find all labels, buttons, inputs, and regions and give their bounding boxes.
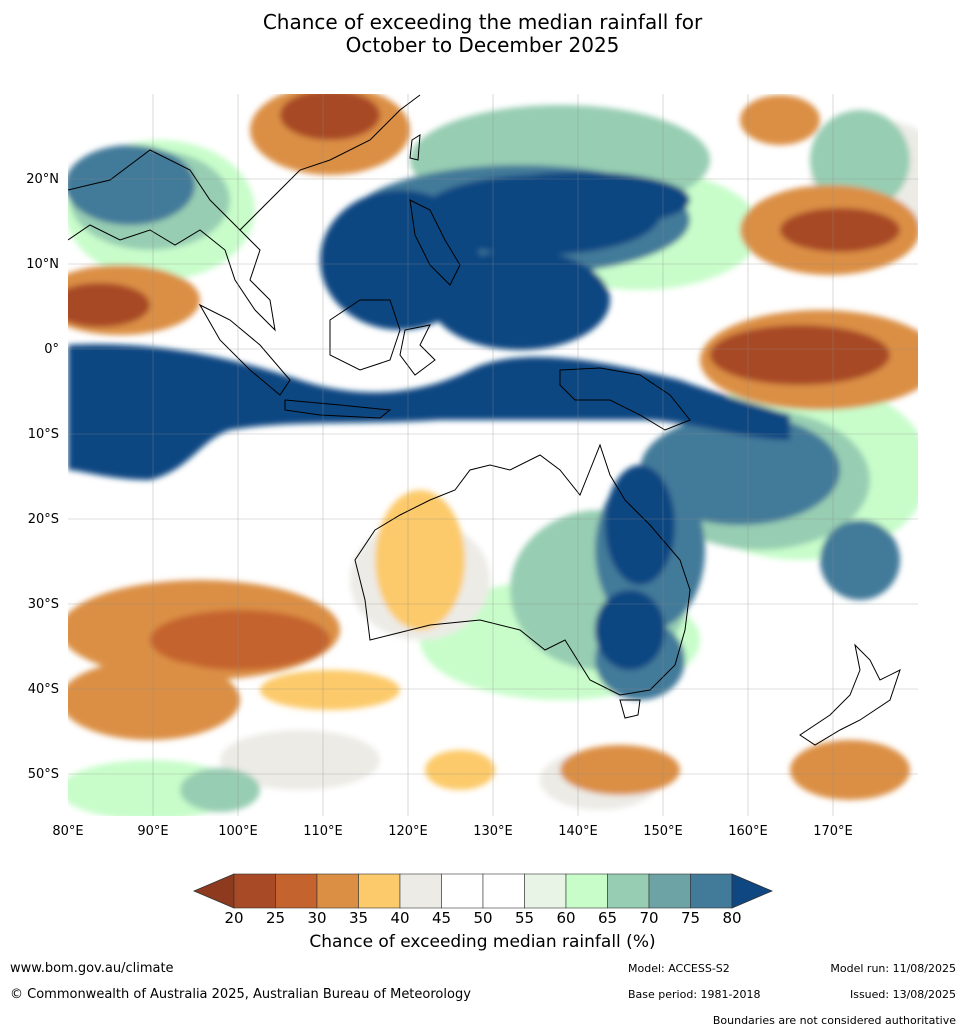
colorbar-tick: 45 xyxy=(432,909,451,927)
lat-label: 20°S xyxy=(28,512,59,527)
colorbar-under-arrow xyxy=(192,873,235,909)
colorbar-segment xyxy=(565,873,608,909)
lat-label: 20°N xyxy=(26,172,59,187)
latitude-labels: 20°N 10°N 0° 10°S 20°S 30°S 40°S 50°S xyxy=(26,172,59,782)
colorbar-tick: 75 xyxy=(681,909,700,927)
lat-label: 30°S xyxy=(28,597,59,612)
colorbar-segment xyxy=(441,873,484,909)
colorbar-segment xyxy=(607,873,650,909)
colorbar-segment xyxy=(690,873,733,909)
lat-label: 0° xyxy=(44,342,59,357)
colorbar-tick: 70 xyxy=(639,909,658,927)
website-link[interactable]: www.bom.gov.au/climate xyxy=(10,961,174,976)
copyright-notice: © Commonwealth of Australia 2025, Austra… xyxy=(10,987,471,1002)
map-title-line-1: Chance of exceeding the median rainfall … xyxy=(262,10,703,34)
lat-label: 10°S xyxy=(28,427,59,442)
colorbar-tick: 50 xyxy=(473,909,492,927)
boundary-disclaimer: Boundaries are not considered authoritat… xyxy=(712,1014,956,1027)
colorbar-segment xyxy=(275,873,318,909)
lon-label: 170°E xyxy=(813,824,853,839)
colorbar-tick: 30 xyxy=(307,909,326,927)
longitude-labels: 80°E 90°E 100°E 110°E 120°E 130°E 140°E … xyxy=(52,824,852,839)
lon-label: 90°E xyxy=(137,824,168,839)
colorbar-segment xyxy=(316,873,359,909)
colorbar-tick: 25 xyxy=(266,909,285,927)
base-period: Base period: 1981-2018 xyxy=(628,988,761,1001)
model-run-date: Model run: 11/08/2025 xyxy=(830,962,956,975)
lon-label: 160°E xyxy=(728,824,768,839)
lat-label: 10°N xyxy=(26,257,59,272)
colorbar-tick: 80 xyxy=(722,909,741,927)
lat-label: 40°S xyxy=(28,682,59,697)
colorbar-tick: 65 xyxy=(598,909,617,927)
colorbar-tick: 55 xyxy=(515,909,534,927)
colorbar-tick: 35 xyxy=(349,909,368,927)
colorbar-segment xyxy=(233,873,276,909)
model-name: Model: ACCESS-S2 xyxy=(628,962,730,975)
colorbar-label: Chance of exceeding median rainfall (%) xyxy=(309,932,656,952)
colorbar-tick: 20 xyxy=(224,909,243,927)
colorbar-tick: 40 xyxy=(390,909,409,927)
lat-label: 50°S xyxy=(28,767,59,782)
lon-label: 80°E xyxy=(52,824,83,839)
lon-label: 140°E xyxy=(558,824,598,839)
colorbar-segment xyxy=(358,873,401,909)
colorbar-segment xyxy=(399,873,442,909)
colorbar: 20 25 30 35 40 45 50 55 60 65 70 75 80 xyxy=(192,873,774,927)
colorbar-segment xyxy=(524,873,567,909)
lon-label: 150°E xyxy=(643,824,683,839)
colorbar-over-arrow xyxy=(731,873,774,909)
lon-label: 100°E xyxy=(218,824,258,839)
colorbar-tick: 60 xyxy=(556,909,575,927)
lon-label: 130°E xyxy=(473,824,513,839)
map-title-line-2: October to December 2025 xyxy=(345,33,620,57)
lon-label: 120°E xyxy=(388,824,428,839)
colorbar-segment xyxy=(648,873,691,909)
colorbar-segment xyxy=(482,873,525,909)
lon-label: 110°E xyxy=(303,824,343,839)
probability-field xyxy=(68,94,918,816)
issued-date: Issued: 13/08/2025 xyxy=(849,988,956,1001)
